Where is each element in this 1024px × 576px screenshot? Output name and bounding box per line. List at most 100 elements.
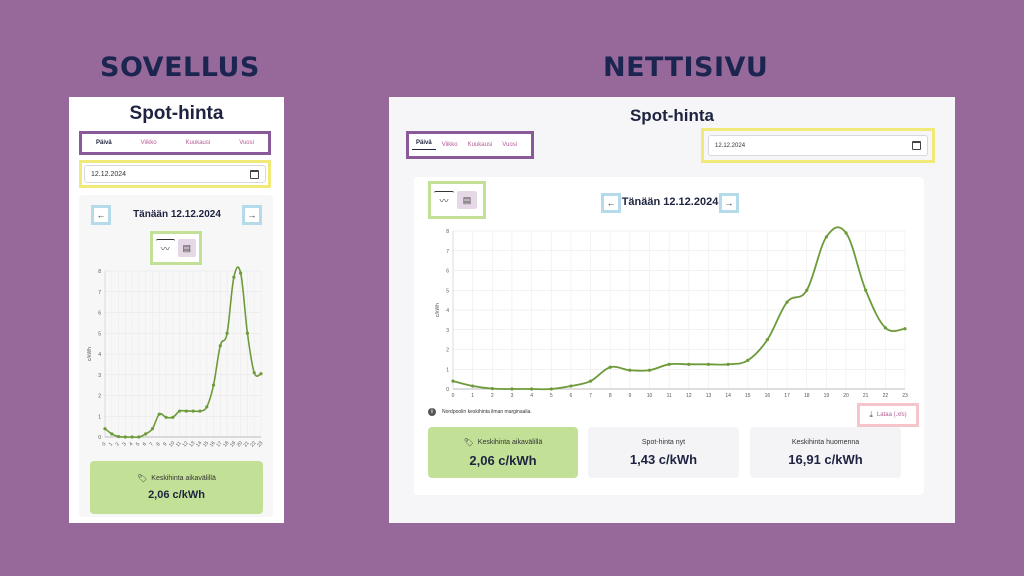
web-date-text: 12.12.2024 <box>715 142 746 149</box>
web-average-label: Keskihinta aikavälillä <box>477 438 543 446</box>
data-point <box>245 331 250 335</box>
data-point <box>110 432 114 436</box>
app-average-value: 2,06 c/kWh <box>148 489 205 501</box>
x-tick-label: 23 <box>256 440 264 448</box>
x-tick-label: 5 <box>550 393 553 399</box>
y-tick-label: 8 <box>446 229 449 235</box>
x-tick-label: 22 <box>883 393 889 399</box>
data-point <box>824 235 828 239</box>
x-tick-label: 12 <box>686 393 692 399</box>
x-tick-label: 7 <box>589 393 592 399</box>
app-day-title: Tänään 12.12.2024 <box>133 209 221 220</box>
tab-vuosi[interactable]: Vuosi <box>239 140 254 146</box>
y-tick-label: 4 <box>446 308 449 314</box>
web-date-input[interactable]: 12.12.2024 <box>708 135 928 156</box>
app-date-input[interactable]: 12.12.2024 <box>84 165 266 183</box>
line-chart-icon: 〰 <box>160 244 170 254</box>
data-point <box>805 288 809 292</box>
x-tick-label: 22 <box>249 440 257 448</box>
data-point <box>259 372 263 376</box>
web-prev-day-button[interactable]: ← <box>601 193 621 213</box>
x-tick-label: 3 <box>511 393 514 399</box>
data-point <box>490 387 494 391</box>
x-tick-label: 9 <box>162 441 169 447</box>
web-next-day-button[interactable]: → <box>719 193 739 213</box>
download-label: Lataa (.xls) <box>876 412 907 418</box>
x-tick-label: 17 <box>215 440 223 448</box>
info-icon: i <box>428 408 436 416</box>
web-chart-view-button[interactable]: 〰 <box>434 191 454 209</box>
x-tick-label: 2 <box>115 441 122 447</box>
x-tick-label: 18 <box>222 440 230 448</box>
x-tick-label: 23 <box>902 393 908 399</box>
x-tick-label: 19 <box>824 393 830 399</box>
x-tick-label: 10 <box>168 440 176 448</box>
chart-view-button[interactable]: 〰 <box>156 239 175 257</box>
x-tick-label: 0 <box>101 441 108 447</box>
arrow-left-icon: ← <box>606 198 616 208</box>
data-point <box>157 412 161 416</box>
web-table-view-button[interactable]: ▤ <box>457 191 477 209</box>
x-tick-label: 21 <box>243 440 251 448</box>
data-point <box>103 427 107 431</box>
data-point <box>864 288 868 292</box>
data-point <box>252 371 256 375</box>
web-date-picker: 12.12.2024 <box>701 128 935 163</box>
tab-paiva[interactable]: Päivä <box>96 140 112 146</box>
data-point <box>530 387 534 391</box>
calendar-icon[interactable] <box>250 169 259 179</box>
series-line <box>104 266 262 439</box>
download-button[interactable]: ⤓ Lataa (.xls) <box>857 403 919 427</box>
data-point <box>883 326 887 330</box>
data-point <box>150 427 155 431</box>
web-tab-paiva[interactable]: Päivä <box>412 140 436 150</box>
x-tick-label: 0 <box>452 393 455 399</box>
app-panel: Spot-hinta Päivä Viikko Kuukausi Vuosi 1… <box>69 97 284 523</box>
x-tick-label: 17 <box>784 393 790 399</box>
x-tick-label: 16 <box>765 393 771 399</box>
data-point <box>116 434 121 439</box>
data-point <box>144 432 148 436</box>
web-note-text: Nordpoolin keskihinta ilman marginaalia. <box>442 409 532 415</box>
data-point <box>232 275 236 279</box>
tab-kuukausi[interactable]: Kuukausi <box>185 140 211 146</box>
tab-viikko[interactable]: Viikko <box>140 140 157 146</box>
spot-now-value: 1,43 c/kWh <box>629 451 698 467</box>
table-icon: ▤ <box>182 242 191 253</box>
y-tick-label: 6 <box>446 269 449 275</box>
y-tick-label: 1 <box>98 414 101 420</box>
tomorrow-average-label: Keskihinta huomenna <box>791 438 860 446</box>
calendar-icon[interactable] <box>912 141 921 150</box>
web-tab-vuosi[interactable]: Vuosi <box>502 142 518 148</box>
table-view-button[interactable]: ▤ <box>177 239 196 257</box>
arrow-left-icon: ← <box>96 210 106 220</box>
web-tab-viikko[interactable]: Viikko <box>441 142 458 148</box>
next-day-button[interactable]: → <box>242 205 262 225</box>
x-tick-label: 6 <box>570 393 573 399</box>
web-average-card: 🏷 Keskihinta aikavälillä 2,06 c/kWh <box>428 427 578 478</box>
download-icon: ⤓ <box>869 410 873 419</box>
line-chart-icon: 〰 <box>439 196 449 206</box>
x-tick-label: 10 <box>647 393 653 399</box>
x-tick-label: 14 <box>725 393 731 399</box>
data-point <box>239 271 243 275</box>
x-tick-label: 8 <box>155 441 162 447</box>
data-point <box>510 387 514 391</box>
prev-day-button[interactable]: ← <box>91 205 111 225</box>
x-tick-label: 13 <box>706 393 712 399</box>
x-tick-label: 15 <box>745 393 751 399</box>
y-tick-label: 2 <box>446 348 449 354</box>
data-point <box>178 409 182 413</box>
data-point <box>667 362 671 366</box>
x-tick-label: 7 <box>149 441 156 447</box>
tomorrow-average-value: 16,91 c/kWh <box>788 451 863 467</box>
web-section-title: NETTISIVU <box>603 52 769 83</box>
y-axis-label: c/kWh <box>87 347 93 361</box>
web-tab-kuukausi[interactable]: Kuukausi <box>467 142 493 148</box>
y-tick-label: 4 <box>98 352 101 358</box>
data-point <box>647 368 652 372</box>
x-tick-label: 20 <box>843 393 849 399</box>
tomorrow-average-card: Keskihinta huomenna 16,91 c/kWh <box>750 427 901 478</box>
